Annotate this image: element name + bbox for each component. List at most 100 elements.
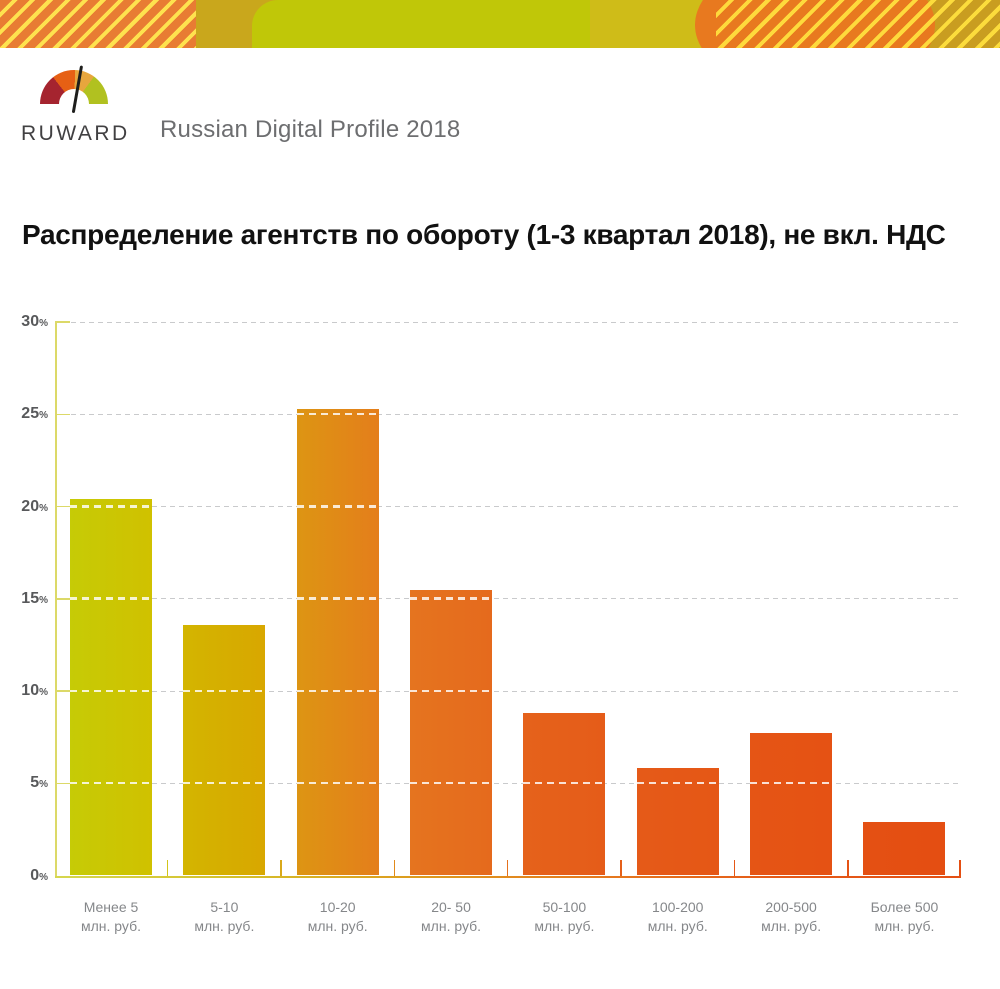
bar-Более 500 bbox=[863, 821, 946, 876]
x-axis-tick-7 bbox=[847, 859, 849, 876]
x-label-unit: млн. руб. bbox=[307, 918, 368, 934]
bar-gridline-overlay bbox=[70, 781, 152, 785]
gridline-10 bbox=[71, 690, 961, 692]
bar-gridline-overlay bbox=[410, 689, 493, 693]
y-tick-value: 25 bbox=[21, 405, 40, 423]
bar-10-20 bbox=[296, 408, 379, 876]
y-tick-value: 10 bbox=[21, 682, 40, 699]
bar-gridline-overlay bbox=[183, 781, 266, 785]
bar-gridline-overlay bbox=[296, 781, 379, 785]
banner-green-block bbox=[252, 0, 590, 48]
y-tick-value: 0 bbox=[30, 866, 40, 884]
y-tick-value: 30 bbox=[21, 313, 40, 330]
x-label-unit: млн. руб. bbox=[421, 918, 482, 934]
chart-title: Распределение агентств по обороту (1-3 к… bbox=[22, 219, 946, 250]
y-axis-line bbox=[55, 322, 57, 878]
y-tick-value: 5 bbox=[30, 774, 40, 792]
x-axis-tick-5 bbox=[620, 859, 622, 876]
gridline-15 bbox=[71, 598, 961, 600]
bar-gridline-overlay bbox=[70, 505, 152, 508]
bar-gridline-overlay bbox=[183, 689, 266, 693]
bar-Менее 5 bbox=[70, 499, 152, 876]
x-label-range: Менее 5 bbox=[83, 899, 139, 915]
y-tick-label-5: 5% bbox=[0, 774, 48, 794]
y-axis-tick-5 bbox=[55, 782, 70, 784]
gridline-20 bbox=[71, 506, 961, 507]
x-axis-line bbox=[55, 875, 961, 878]
x-label-range: 100-200 bbox=[652, 899, 704, 915]
x-label-range: Более 500 bbox=[870, 899, 939, 915]
x-tick-label-100-200: 100-200 млн. руб. bbox=[622, 898, 734, 936]
gridline-5 bbox=[71, 782, 961, 784]
bar-gridline-overlay bbox=[523, 781, 606, 785]
ruward-gauge-icon bbox=[40, 65, 108, 114]
x-label-range: 50-100 bbox=[542, 899, 587, 915]
product-title: Russian Digital Profile 2018 bbox=[160, 116, 461, 143]
ruward-logo-text: RUWARD bbox=[21, 122, 130, 145]
bar-gridline-overlay bbox=[296, 597, 379, 600]
x-label-range: 5-10 bbox=[210, 899, 239, 915]
bar-gridline-overlay bbox=[296, 412, 379, 416]
x-axis-tick-4 bbox=[506, 859, 509, 876]
x-axis-tick-2 bbox=[280, 859, 282, 876]
bar-5-10 bbox=[183, 624, 266, 876]
percent-sign: % bbox=[39, 871, 48, 883]
bar-100-200 bbox=[636, 768, 719, 876]
bar-gridline-overlay bbox=[636, 781, 719, 785]
x-label-range: 200-500 bbox=[765, 899, 817, 915]
x-label-unit: млн. руб. bbox=[761, 918, 822, 934]
y-axis-tick-25 bbox=[55, 413, 70, 415]
y-tick-value: 20 bbox=[21, 497, 40, 515]
bar-gridline-overlay bbox=[410, 781, 493, 785]
bar-20- 50 bbox=[410, 589, 493, 876]
bar-gridline-overlay bbox=[70, 689, 152, 693]
x-tick-label-50-100: 50-100 млн. руб. bbox=[508, 898, 620, 936]
x-tick-label-Более 500: Более 500 млн. руб. bbox=[848, 898, 960, 936]
x-tick-label-10-20: 10-20 млн. руб. bbox=[282, 898, 394, 936]
x-label-unit: млн. руб. bbox=[647, 918, 708, 934]
x-axis-tick-end bbox=[959, 859, 961, 876]
percent-sign: % bbox=[39, 594, 48, 606]
percent-sign: % bbox=[39, 410, 48, 422]
y-axis-tick-30 bbox=[55, 321, 70, 323]
x-label-range: 20- 50 bbox=[431, 899, 471, 915]
y-tick-value: 15 bbox=[21, 589, 40, 607]
y-axis-tick-20 bbox=[55, 505, 70, 508]
bar-gridline-overlay bbox=[410, 597, 493, 600]
banner-stripes-right bbox=[716, 0, 1000, 48]
bar-gridline-overlay bbox=[296, 505, 379, 508]
decorative-banner bbox=[0, 0, 1000, 48]
bar-gridline-overlay bbox=[70, 597, 152, 600]
x-label-range: 10-20 bbox=[319, 899, 356, 915]
bar-gridline-overlay bbox=[296, 689, 379, 693]
y-axis-tick-10 bbox=[55, 690, 70, 692]
y-tick-label-20: 20% bbox=[0, 498, 48, 518]
bar-50-100 bbox=[523, 713, 606, 876]
y-tick-label-25: 25% bbox=[0, 405, 48, 425]
x-tick-label-5-10: 5-10 млн. руб. bbox=[168, 898, 280, 936]
x-label-unit: млн. руб. bbox=[874, 918, 935, 934]
percent-sign: % bbox=[39, 779, 48, 791]
x-label-unit: млн. руб. bbox=[534, 918, 595, 934]
y-tick-label-30: 30% bbox=[0, 313, 48, 333]
gridline-30 bbox=[71, 321, 961, 323]
x-axis-tick-1 bbox=[166, 859, 169, 876]
banner-olive-block bbox=[588, 0, 713, 48]
x-axis-tick-6 bbox=[733, 859, 736, 876]
bar-200-500 bbox=[750, 733, 833, 876]
percent-sign: % bbox=[39, 687, 48, 698]
y-tick-label-15: 15% bbox=[0, 590, 48, 610]
x-axis-tick-3 bbox=[393, 859, 396, 876]
percent-sign: % bbox=[39, 502, 48, 514]
x-tick-label-200-500: 200-500 млн. руб. bbox=[735, 898, 847, 936]
percent-sign: % bbox=[39, 318, 48, 329]
y-tick-label-10: 10% bbox=[0, 682, 48, 702]
y-axis-tick-15 bbox=[55, 598, 70, 600]
x-tick-label-20- 50: 20- 50 млн. руб. bbox=[395, 898, 507, 936]
banner-stripes-left bbox=[0, 0, 196, 48]
bar-gridline-overlay bbox=[750, 781, 833, 785]
gridline-25 bbox=[71, 413, 961, 415]
x-label-unit: млн. руб. bbox=[194, 918, 255, 934]
